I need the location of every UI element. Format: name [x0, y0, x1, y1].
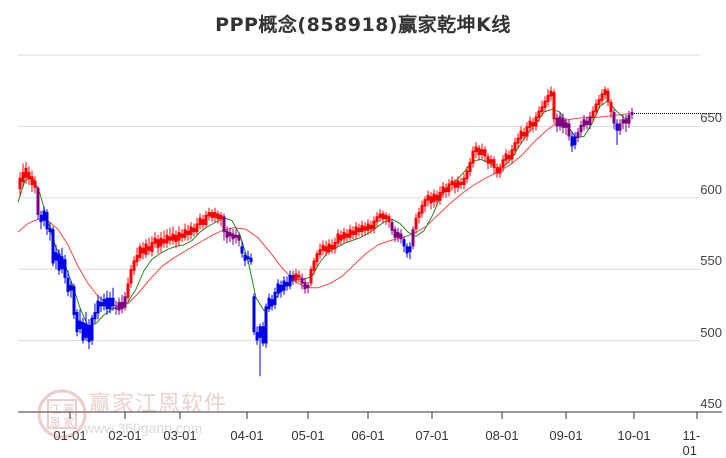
y-tick-label: 600 — [700, 181, 722, 197]
y-tick-label: 450 — [700, 396, 722, 411]
grid-lines — [18, 54, 700, 342]
x-tick-label: 01-01 — [53, 428, 87, 443]
x-tick-label: 07-01 — [415, 428, 449, 443]
x-tick-label: 10-01 — [617, 428, 651, 443]
chart-title: PPP概念(858918)赢家乾坤K线 — [215, 14, 511, 36]
x-tick-label: 02-01 — [108, 428, 142, 443]
y-tick-label: 650 — [700, 110, 722, 126]
x-tick-label: 09-01 — [549, 428, 583, 443]
ma-long-line — [17, 113, 631, 307]
x-tick-label: 11-01 — [682, 428, 701, 458]
x-tick-label: 03-01 — [163, 428, 197, 443]
x-tick-label: 05-01 — [291, 428, 325, 443]
x-axis — [18, 411, 722, 419]
y-tick-label: 550 — [700, 253, 722, 269]
y-tick-label: 500 — [700, 324, 722, 340]
x-tick-label: 04-01 — [230, 428, 264, 443]
watermark-url: www.360gann.com — [84, 420, 203, 436]
x-tick-label: 08-01 — [485, 428, 519, 443]
x-tick-label: 06-01 — [351, 428, 385, 443]
candlesticks — [18, 86, 634, 377]
watermark-brand: 赢家江恩软件 — [89, 392, 228, 417]
